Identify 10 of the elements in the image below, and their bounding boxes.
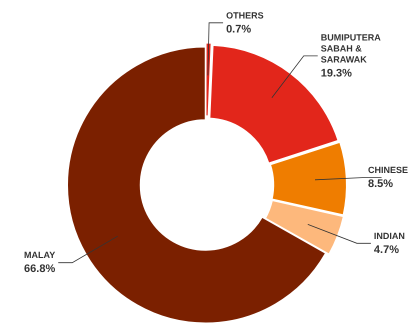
slice-label: BUMIPUTERA SABAH & SARAWAK: [320, 32, 382, 64]
data-label: 8.5%: [368, 178, 394, 190]
slice-label: OTHERS: [226, 10, 264, 20]
data-label: 66.8%: [24, 263, 56, 276]
data-label: 0.7%: [226, 23, 252, 36]
slice-label: CHINESE: [368, 164, 408, 175]
data-label: 4.7%: [374, 244, 400, 256]
slice-label: MALAY: [24, 250, 56, 260]
data-label: 19.3%: [320, 67, 352, 80]
slice-label: INDIAN: [374, 230, 405, 241]
